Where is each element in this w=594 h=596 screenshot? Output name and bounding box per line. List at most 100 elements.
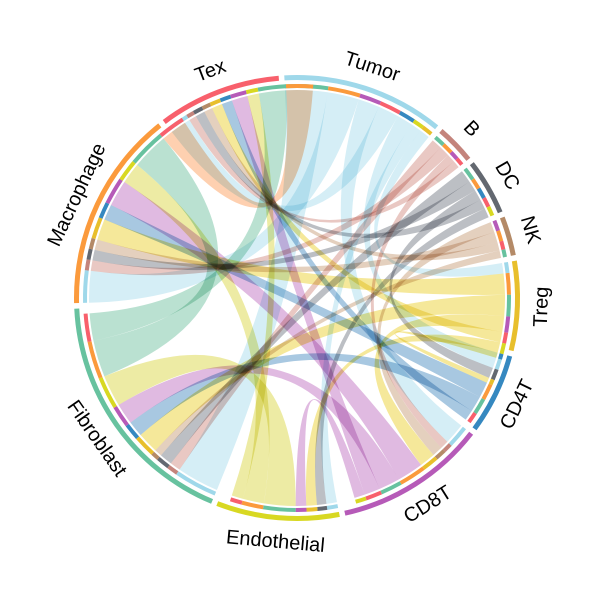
- sector-label-tex: Tex: [192, 55, 229, 87]
- track-segment: [434, 135, 445, 147]
- track-segment: [83, 313, 92, 342]
- track-segment: [83, 270, 89, 303]
- sector-arc-dc: [469, 162, 503, 214]
- track-segment: [506, 294, 511, 317]
- track-segment: [132, 133, 163, 164]
- ribbon-cd8t-fibroblast: [118, 365, 399, 489]
- track-segment: [455, 157, 464, 166]
- sector-label-b: B: [459, 116, 484, 141]
- track-segment: [502, 332, 509, 344]
- ribbon-dc-cd4t: [389, 190, 493, 378]
- track-segment: [295, 507, 307, 513]
- ribbon-tumor-fibroblast: [179, 89, 328, 490]
- track-segment: [192, 106, 204, 115]
- track-segment: [471, 178, 481, 190]
- ribbon-endothelial-tex: [231, 93, 275, 499]
- track-segment: [201, 102, 212, 110]
- track-segment: [379, 101, 401, 115]
- track-segment: [501, 249, 507, 258]
- track-segment: [486, 205, 495, 217]
- track-segment: [241, 500, 264, 510]
- track-segment: [119, 161, 136, 181]
- ribbon-fibroblast-tex: [89, 90, 287, 341]
- track-segment: [327, 86, 361, 98]
- track-segment: [186, 111, 195, 119]
- ribbon-tumor-endothelial: [320, 124, 421, 504]
- track-segment: [498, 353, 504, 360]
- ribbon-treg-macrophage: [97, 219, 505, 295]
- ribbon-treg-cd4t: [394, 331, 498, 383]
- track-segment: [209, 98, 222, 107]
- sector-arc-cd4t: [472, 355, 513, 431]
- track-segment: [359, 93, 382, 105]
- ribbon-b-tex: [189, 116, 459, 223]
- sectors-layer: [74, 75, 521, 522]
- sector-label-nk: NK: [516, 213, 545, 246]
- track-segment: [434, 449, 446, 460]
- track-segment: [87, 341, 103, 379]
- track-segment: [105, 178, 123, 205]
- track-segment: [421, 125, 433, 136]
- sector-arc-tex: [162, 75, 280, 124]
- track-segment: [463, 167, 475, 181]
- track-segment: [476, 187, 486, 199]
- track-segment: [262, 505, 296, 512]
- track-segment: [442, 143, 453, 154]
- track-segment: [422, 456, 438, 470]
- sector-label-endothelial: Endothelial: [225, 526, 326, 557]
- sector-label-fibroblast: Fibroblast: [63, 396, 132, 481]
- track-segment: [219, 94, 232, 103]
- ribbon-macrophage-tex: [163, 89, 313, 208]
- track-segment: [113, 405, 129, 427]
- ribbon-endothelial-fibroblast: [104, 354, 296, 506]
- track-segment: [482, 197, 491, 208]
- track-segment: [355, 496, 367, 504]
- track-segment: [488, 378, 495, 386]
- track-segment: [492, 219, 500, 232]
- track-segment: [285, 84, 314, 89]
- sector-label-tumor: Tumor: [342, 48, 403, 87]
- track-segment: [380, 481, 402, 495]
- track-segment: [490, 368, 499, 381]
- ribbon-cd8t-macrophage: [110, 181, 422, 480]
- track-segment: [398, 110, 415, 123]
- sector-arc-tumor: [284, 75, 439, 130]
- track-segment: [136, 436, 155, 455]
- ribbon-treg-cd8t: [374, 314, 505, 465]
- track-segment: [257, 84, 287, 92]
- track-segment: [326, 504, 339, 510]
- track-segment: [499, 240, 506, 251]
- sector-arc-nk: [499, 216, 516, 256]
- track-segment: [176, 471, 217, 496]
- track-segment: [317, 505, 328, 512]
- tracks-layer: [83, 83, 511, 513]
- track-segment: [167, 464, 179, 475]
- track-segment: [496, 230, 504, 242]
- track-segment: [98, 202, 110, 219]
- track-segment: [467, 411, 477, 424]
- track-segment: [84, 259, 91, 271]
- sector-arc-endothelial: [216, 501, 340, 522]
- ribbon-fibroblast-macrophage: [93, 138, 219, 377]
- track-segment: [159, 117, 184, 137]
- ribbon-dc-endothelial: [315, 208, 489, 506]
- ribbon-dc-fibroblast: [160, 171, 470, 464]
- track-segment: [98, 377, 117, 409]
- track-segment: [91, 217, 103, 240]
- track-segment: [306, 507, 318, 512]
- track-segment: [505, 272, 511, 295]
- track-segment: [504, 316, 511, 333]
- track-segment: [86, 248, 93, 260]
- track-segment: [449, 150, 459, 161]
- sector-arc-treg: [508, 260, 521, 352]
- track-segment: [448, 426, 467, 446]
- sector-arc-b: [439, 129, 471, 161]
- track-segment: [504, 261, 510, 274]
- track-segment: [157, 456, 170, 469]
- track-segment: [125, 423, 140, 440]
- track-segment: [88, 237, 96, 250]
- track-segment: [473, 398, 486, 415]
- ribbon-treg-fibroblast: [140, 294, 506, 451]
- sector-arc-fibroblast: [74, 308, 214, 504]
